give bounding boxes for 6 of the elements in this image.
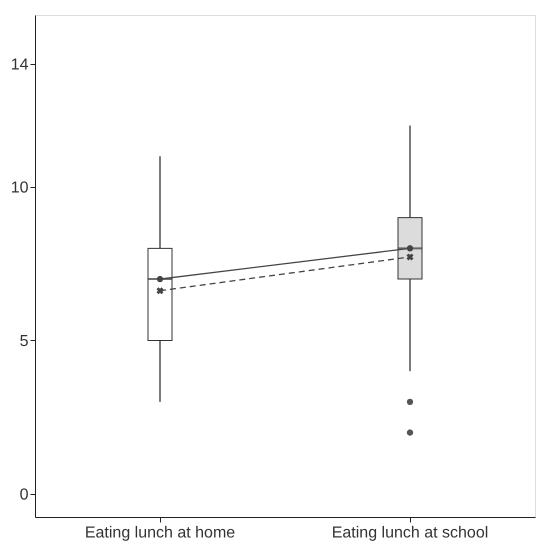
y-tick-label: 14 (10, 56, 29, 74)
x-tick-label: Eating lunch at home (84, 524, 236, 542)
y-tick-label: 10 (10, 179, 29, 196)
y-tick-label: 0 (20, 486, 29, 504)
x-tick-label: Eating lunch at school (332, 524, 488, 542)
y-tick-label: 5 (20, 332, 29, 350)
